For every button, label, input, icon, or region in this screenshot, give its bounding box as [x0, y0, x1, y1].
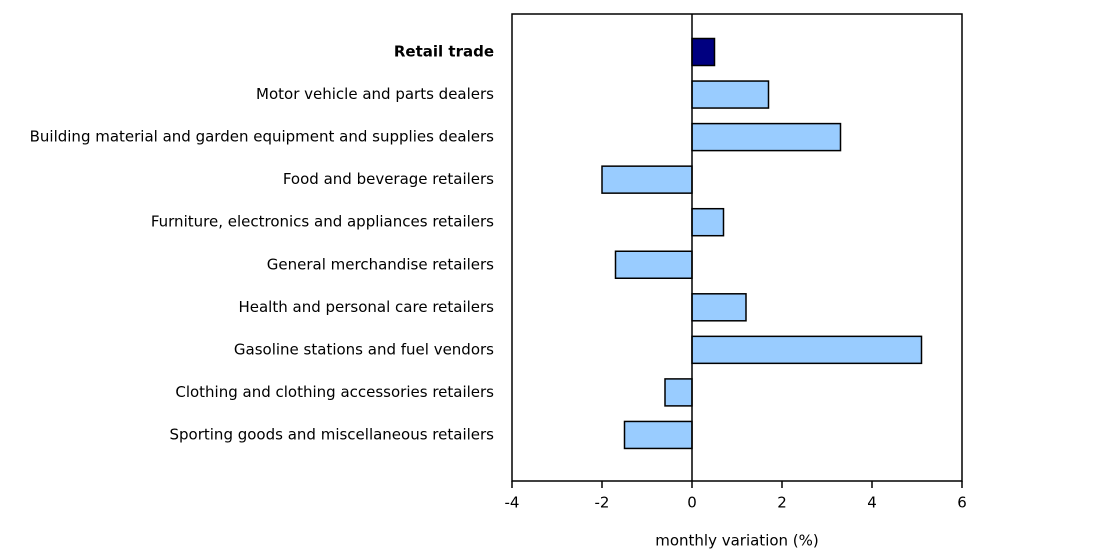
x-tick-label: 2 — [777, 494, 787, 512]
y-tick-label: Health and personal care retailers — [238, 298, 494, 316]
bar — [614, 250, 693, 279]
bar — [623, 420, 693, 450]
bar — [691, 335, 923, 365]
x-tick-label: 4 — [867, 494, 877, 512]
y-tick-label: Sporting goods and miscellaneous retaile… — [170, 425, 495, 443]
y-tick-label: Retail trade — [394, 43, 494, 61]
x-tick-label: -2 — [595, 494, 610, 512]
bar — [664, 378, 693, 407]
y-tick-label: Food and beverage retailers — [283, 170, 494, 188]
y-tick-label: Furniture, electronics and appliances re… — [151, 213, 494, 231]
bar — [691, 293, 747, 322]
y-tick-label: General merchandise retailers — [267, 255, 494, 273]
y-tick-label: Gasoline stations and fuel vendors — [234, 340, 494, 358]
x-tick-label: -4 — [505, 494, 520, 512]
x-tick-label: 0 — [687, 494, 697, 512]
x-axis-label: monthly variation (%) — [655, 532, 819, 550]
y-tick-label: Clothing and clothing accessories retail… — [175, 383, 494, 401]
bar — [691, 37, 716, 67]
y-tick-label: Building material and garden equipment a… — [30, 128, 495, 146]
y-tick-label: Motor vehicle and parts dealers — [256, 85, 494, 103]
bar — [691, 80, 770, 109]
bar — [691, 207, 725, 237]
bar — [691, 122, 842, 152]
x-tick-label: 6 — [957, 494, 967, 512]
plot-frame — [511, 13, 963, 482]
bar — [601, 165, 693, 194]
